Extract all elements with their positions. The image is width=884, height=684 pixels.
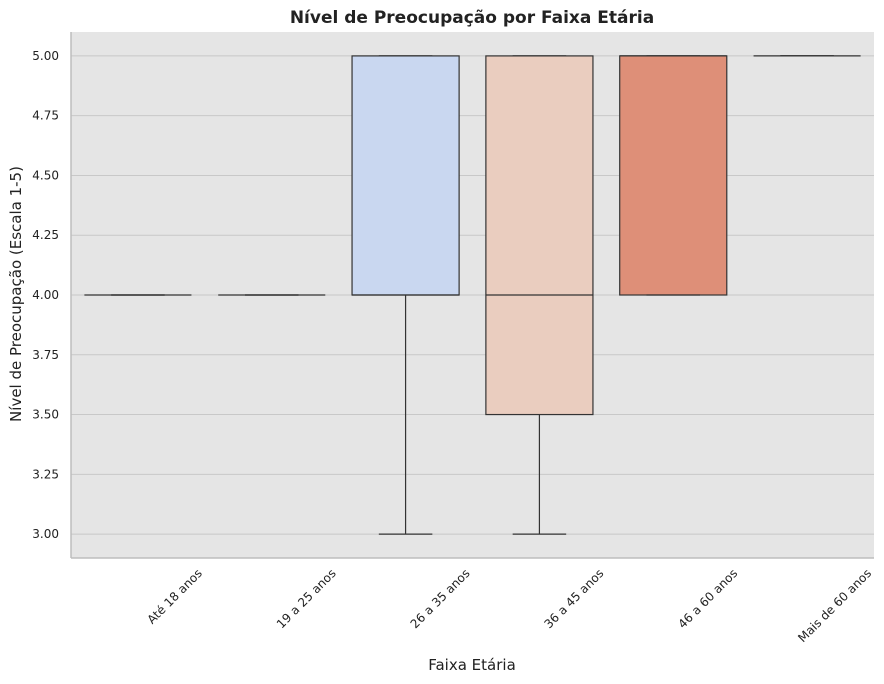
x-tick-label: Mais de 60 anos bbox=[795, 566, 874, 645]
y-tick-label: 4.75 bbox=[32, 109, 59, 123]
y-tick-label: 4.25 bbox=[32, 228, 59, 242]
y-tick-label: 4.50 bbox=[32, 168, 59, 182]
boxes bbox=[84, 55, 861, 535]
y-tick-label: 3.25 bbox=[32, 467, 59, 481]
x-tick-label: 26 a 35 anos bbox=[408, 566, 473, 631]
x-tick-label: 46 a 60 anos bbox=[675, 566, 740, 631]
x-axis-ticks: Até 18 anos 19 a 25 anos 26 a 35 anos 36 a … bbox=[144, 566, 874, 645]
grid-lines bbox=[71, 55, 874, 535]
x-tick-label: 36 a 45 anos bbox=[541, 566, 606, 631]
y-tick-label: 3.75 bbox=[32, 348, 59, 362]
y-axis-ticks: 3.00 3.25 3.50 3.75 4.00 4.25 4.50 4.75 5.00 bbox=[32, 49, 59, 541]
box-group bbox=[485, 55, 594, 535]
box bbox=[485, 55, 594, 416]
box-group bbox=[619, 55, 728, 296]
y-tick-label: 4.00 bbox=[32, 288, 59, 302]
axes bbox=[70, 32, 874, 559]
x-axis-label: Faixa Etária bbox=[428, 656, 516, 674]
y-tick-label: 3.00 bbox=[32, 527, 59, 541]
box-group bbox=[351, 55, 460, 535]
x-tick-label: Até 18 anos bbox=[144, 566, 204, 626]
y-axis-label: Nível de Preocupação (Escala 1-5) bbox=[7, 166, 25, 422]
y-tick-label: 3.50 bbox=[32, 408, 59, 422]
box bbox=[619, 55, 728, 296]
chart-title: Nível de Preocupação por Faixa Etária bbox=[290, 8, 654, 28]
x-tick-label: 19 a 25 anos bbox=[274, 566, 339, 631]
y-tick-label: 5.00 bbox=[32, 49, 59, 63]
box bbox=[351, 55, 460, 296]
